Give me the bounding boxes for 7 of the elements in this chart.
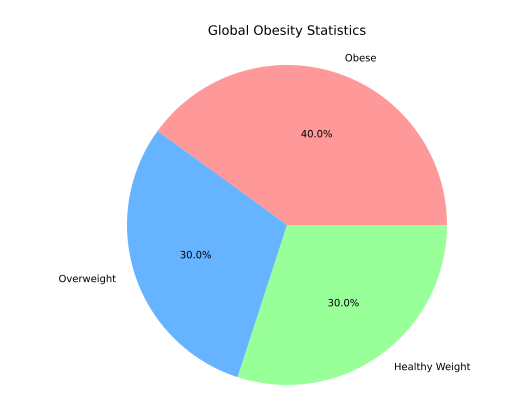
data-label: 40.0% [301, 130, 332, 138]
data-label: 30.0% [328, 298, 359, 306]
slice-label: Obese [345, 54, 376, 62]
data-label: 30.0% [180, 250, 211, 258]
slice-label: Healthy Weight [394, 362, 470, 372]
slice-label: Overweight [59, 274, 116, 284]
chart-title: Global Obesity Statistics [208, 24, 366, 38]
